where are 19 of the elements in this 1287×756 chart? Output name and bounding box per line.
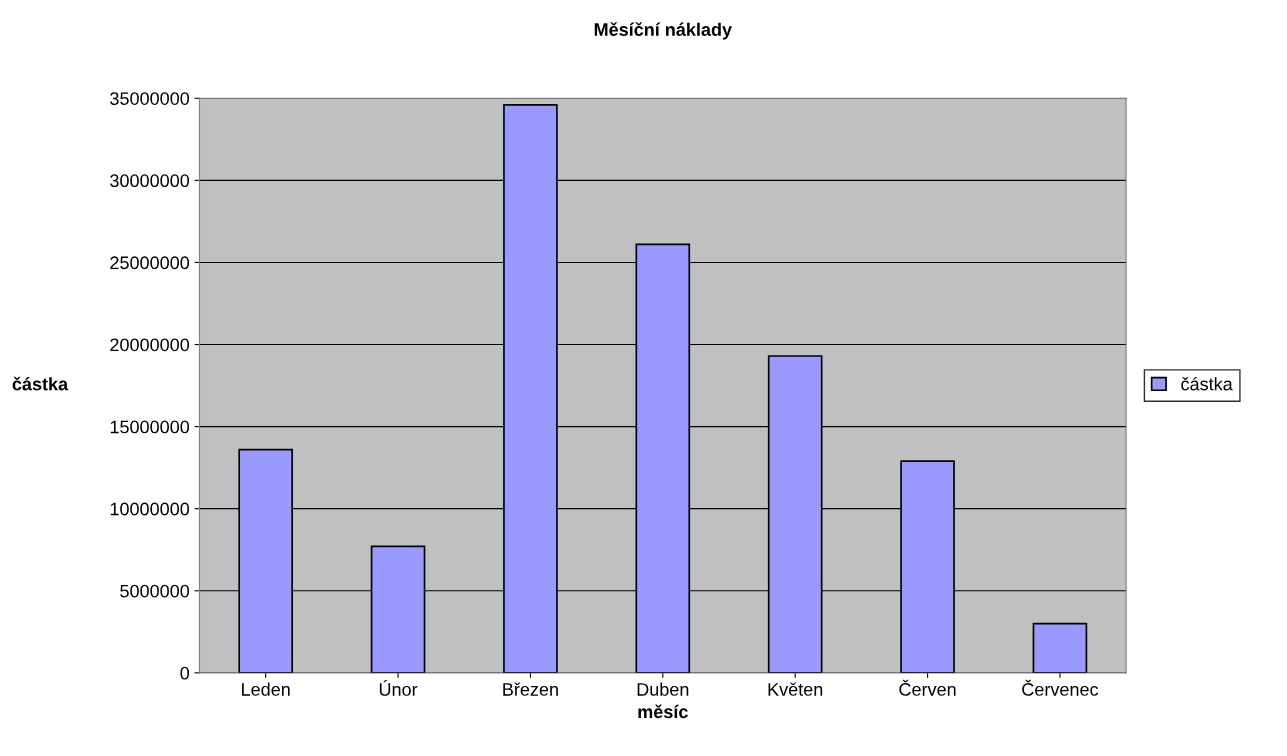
legend-label: částka	[1181, 376, 1233, 391]
x-tick-label: Duben	[637, 682, 689, 696]
y-tick-label: 25000000	[110, 256, 190, 270]
y-tick-label: 20000000	[110, 338, 190, 352]
y-axis-title: částka	[12, 376, 69, 391]
y-tick-label: 0	[180, 666, 190, 680]
x-tick-label: Červenec	[1022, 679, 1099, 696]
y-tick-label: 15000000	[110, 420, 190, 434]
y-tick-label: 10000000	[110, 502, 190, 516]
y-tick-label: 35000000	[110, 92, 190, 105]
x-tick-label: Únor	[379, 679, 418, 696]
x-axis-title: měsíc	[638, 704, 688, 719]
y-tick-label: 30000000	[110, 174, 190, 188]
chart-title: Měsíční náklady	[594, 22, 732, 40]
x-tick-label: Červen	[899, 679, 956, 696]
y-tick-label: 5000000	[120, 584, 190, 598]
x-tick-label: Březen	[503, 682, 558, 696]
x-tick-label: Leden	[242, 682, 290, 696]
x-tick-label: Květen	[768, 682, 823, 696]
